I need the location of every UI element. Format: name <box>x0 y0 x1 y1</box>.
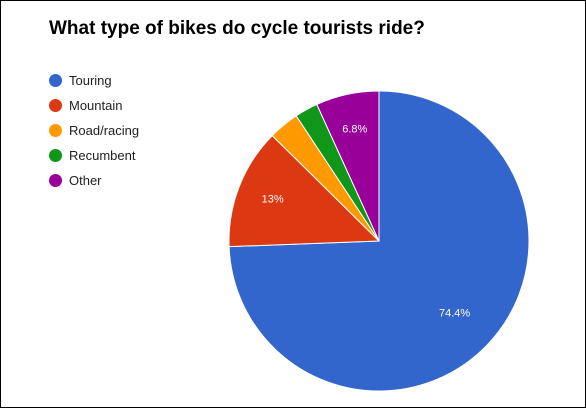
legend-label-mountain: Mountain <box>69 98 123 113</box>
data-label-touring: 74.4% <box>439 308 470 320</box>
legend-swatch-touring <box>49 74 62 87</box>
legend-label-other: Other <box>69 173 102 188</box>
pie-slice-mountain <box>228 134 381 248</box>
pie-slice-other <box>316 90 380 242</box>
data-label-mountain: 13% <box>262 194 284 206</box>
legend-item-touring: Touring <box>49 68 139 93</box>
legend-item-other: Other <box>49 168 139 193</box>
pie-slices <box>228 90 530 392</box>
legend: Touring Mountain Road/racing Recumbent O… <box>49 68 139 193</box>
legend-item-recumbent: Recumbent <box>49 143 139 168</box>
legend-label-recumbent: Recumbent <box>69 148 136 163</box>
legend-label-road-racing: Road/racing <box>69 123 140 138</box>
legend-swatch-mountain <box>49 99 62 112</box>
legend-swatch-other <box>49 174 62 187</box>
legend-swatch-recumbent <box>49 149 62 162</box>
pie-labels: 74.4% 13% 6.8% <box>262 124 471 320</box>
legend-item-road-racing: Road/racing <box>49 118 139 143</box>
chart-title: What type of bikes do cycle tourists rid… <box>49 18 425 39</box>
legend-swatch-road-racing <box>49 124 62 137</box>
legend-label-touring: Touring <box>69 73 112 88</box>
legend-item-mountain: Mountain <box>49 93 139 118</box>
data-label-other: 6.8% <box>342 124 367 136</box>
